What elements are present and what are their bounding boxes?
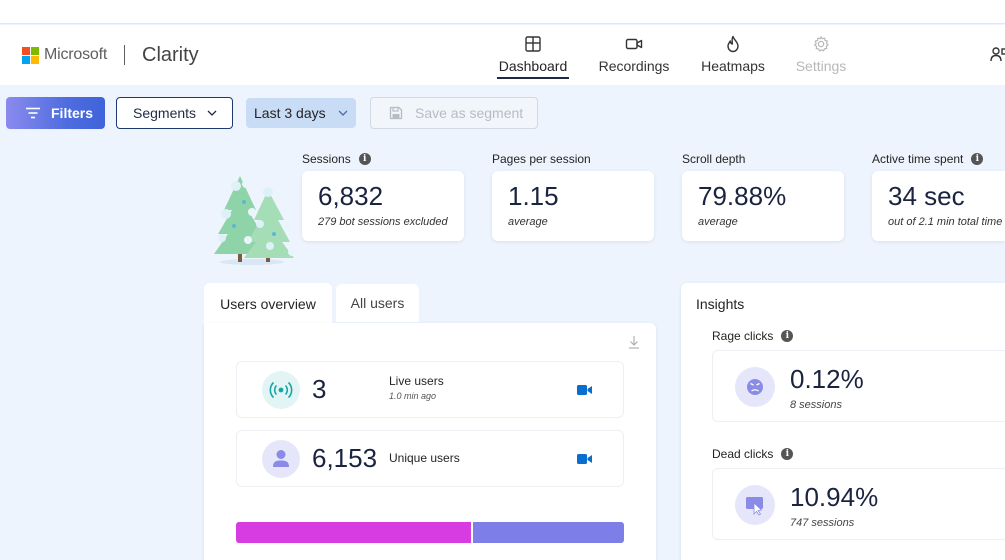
browser-top-strip (0, 0, 1005, 24)
gear-icon (814, 36, 829, 52)
active-time-stat-label: Active time spent i (872, 152, 984, 166)
dashboard-icon (525, 36, 541, 52)
dead-clicks-sessions: 747 sessions (790, 517, 855, 529)
nav-settings[interactable]: Settings (792, 25, 850, 85)
brand-app-name[interactable]: Clarity (142, 44, 199, 66)
date-range-dropdown[interactable]: Last 3 days (246, 98, 356, 128)
unique-users-value: 6,153 (312, 443, 378, 473)
brand-divider (124, 45, 125, 65)
save-icon (389, 106, 403, 120)
segments-dropdown[interactable]: Segments (116, 97, 233, 129)
nav-active-underline (497, 77, 569, 79)
microsoft-logo-icon (22, 47, 40, 65)
app-header: Microsoft Clarity Dashboard Recordings H… (0, 25, 1005, 85)
scroll-depth-card: 79.88% average (682, 171, 844, 241)
unique-users-label: Unique users (389, 451, 460, 465)
dead-clicks-card[interactable]: 10.94% 747 sessions (712, 468, 1005, 540)
active-time-value: 34 sec (888, 181, 965, 211)
info-icon[interactable]: i (358, 153, 371, 165)
rage-clicks-label: Rage clicks i (712, 329, 794, 343)
unique-users-row: 6,153 Unique users (236, 430, 624, 487)
nav-dashboard[interactable]: Dashboard (495, 25, 571, 85)
save-as-segment-button[interactable]: Save as segment (370, 97, 538, 129)
angry-face-icon (735, 367, 775, 407)
nav-settings-label: Settings (795, 58, 847, 74)
live-users-label: Live users (389, 374, 444, 388)
video-icon[interactable] (577, 384, 593, 396)
pages-per-session-sub: average (508, 216, 548, 228)
cursor-click-icon (735, 485, 775, 525)
insights-title: Insights (696, 296, 745, 312)
filter-icon (26, 107, 40, 119)
rage-clicks-sessions: 8 sessions (790, 399, 842, 411)
user-icon (262, 440, 300, 478)
save-as-segment-label: Save as segment (415, 105, 524, 121)
flame-icon (727, 35, 739, 53)
live-icon (262, 371, 300, 409)
nav-recordings[interactable]: Recordings (596, 25, 672, 85)
tab-users-overview[interactable]: Users overview (204, 283, 332, 325)
scroll-depth-sub: average (698, 216, 738, 228)
dead-clicks-value: 10.94% (790, 482, 879, 512)
filters-button[interactable]: Filters (6, 97, 105, 129)
sessions-value: 6,832 (318, 181, 384, 211)
info-icon[interactable]: i (781, 330, 794, 342)
nav-dashboard-label: Dashboard (498, 58, 568, 74)
rage-clicks-value: 0.12% (790, 364, 864, 394)
pages-per-session-value: 1.15 (508, 181, 559, 211)
sessions-sub: 279 bot sessions excluded (318, 216, 448, 228)
segments-label: Segments (133, 105, 197, 121)
video-icon (625, 38, 643, 50)
video-icon[interactable] (577, 453, 593, 465)
download-icon[interactable] (628, 335, 640, 349)
nav-heatmaps[interactable]: Heatmaps (697, 25, 769, 85)
users-split-bar-first[interactable] (236, 522, 471, 543)
pages-per-session-card: 1.15 average (492, 171, 654, 241)
account-icon[interactable] (990, 45, 1005, 63)
info-icon[interactable]: i (971, 153, 984, 165)
active-time-card: 34 sec out of 2.1 min total time (872, 171, 1005, 241)
sessions-card: 6,832 279 bot sessions excluded (302, 171, 464, 241)
nav-recordings-label: Recordings (598, 58, 670, 74)
tree-illustration (214, 176, 296, 265)
live-users-updated: 1.0 min ago (389, 391, 437, 401)
filters-label: Filters (51, 105, 94, 121)
active-time-sub: out of 2.1 min total time (888, 216, 1003, 228)
scroll-depth-value: 79.88% (698, 181, 787, 211)
live-users-value: 3 (312, 374, 327, 404)
pages-per-session-stat-label: Pages per session (492, 152, 591, 166)
tab-all-users[interactable]: All users (336, 284, 419, 322)
dead-clicks-label: Dead clicks i (712, 447, 794, 461)
nav-heatmaps-label: Heatmaps (701, 58, 765, 74)
live-users-row: 3 Live users 1.0 min ago (236, 361, 624, 418)
info-icon[interactable]: i (781, 448, 794, 460)
users-split-bar-second[interactable] (473, 522, 624, 543)
date-range-label: Last 3 days (254, 105, 326, 121)
scroll-depth-stat-label: Scroll depth (682, 152, 746, 166)
chevron-down-icon (207, 110, 217, 116)
rage-clicks-card[interactable]: 0.12% 8 sessions (712, 350, 1005, 422)
brand-company: Microsoft (44, 46, 108, 63)
chevron-down-icon (338, 110, 348, 116)
sessions-stat-label: Sessions i (302, 152, 371, 166)
